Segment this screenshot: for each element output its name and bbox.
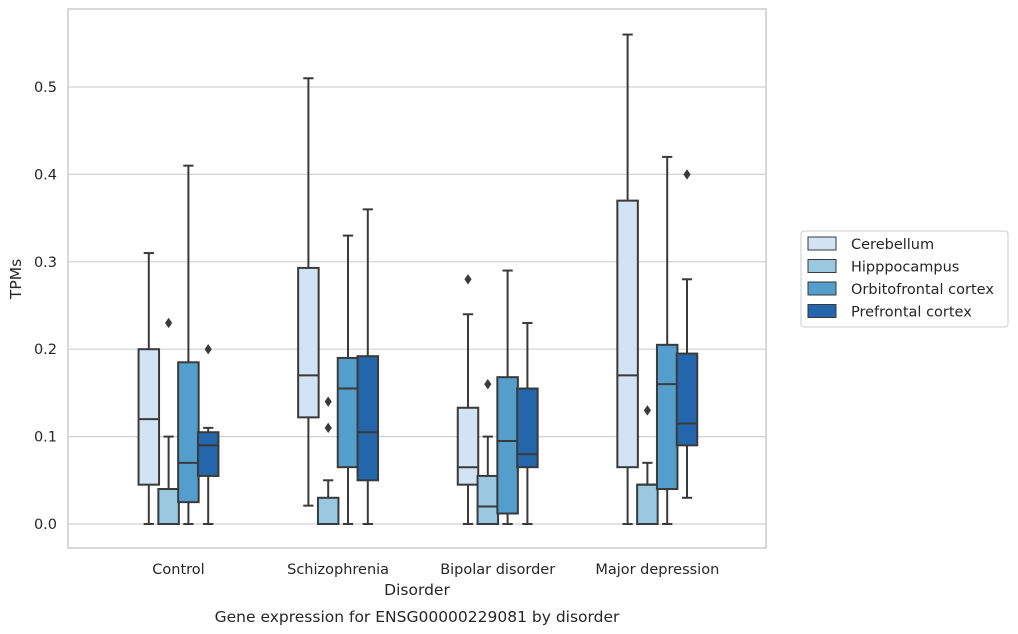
legend-swatch [807,281,837,296]
box-iqr [157,488,180,526]
box-iqr [137,348,161,486]
box-iqr [516,387,539,469]
box-iqr [616,199,639,469]
box-hipppocampus [476,378,500,525]
y-tick-labels: 0.0 0.1 0.2 0.3 0.4 0.5 [34,80,57,533]
x-tick-label: Major depression [595,562,719,578]
outlier-marker [643,405,651,416]
outlier-marker [484,378,492,390]
legend-label: Cerebellum [851,237,934,253]
legend: Cerebellum Hipppocampus Orbitofrontal cort… [800,230,1009,328]
box-cerebellum [616,33,639,525]
y-tick-label: 0.4 [34,167,57,183]
box-iqr [476,474,500,525]
x-tick-label: Schizophrenia [287,562,389,578]
legend-swatch [807,259,837,273]
legend-label: Hipppocampus [851,260,959,276]
legend-swatch [807,304,837,318]
box-iqr [196,431,220,477]
outlier-marker [324,396,332,407]
box-prefrontal-cortex [356,208,380,525]
x-tick-label: Bipolar disorder [440,562,555,578]
box-prefrontal-cortex [196,344,220,525]
box-iqr [456,406,480,486]
box-prefrontal-cortex [675,169,699,499]
box-iqr [297,266,320,419]
box-iqr [496,376,519,515]
legend-frame [800,230,1009,328]
y-tick-label: 0.1 [34,430,57,446]
box-groups [137,33,699,526]
outlier-marker [683,169,691,180]
outlier-marker [324,422,332,434]
box-iqr [336,356,360,469]
box-iqr [356,355,380,482]
figure-caption: Gene expression for ENSG00000229081 by d… [215,608,620,626]
box-orbitofrontal-cortex [336,234,360,525]
y-tick-label: 0.3 [34,255,57,271]
outlier-marker [464,274,472,285]
y-tick-label: 0.0 [34,517,57,533]
box-orbitofrontal-cortex [177,164,200,525]
legend-label: Orbitofrontal cortex [851,282,994,298]
y-tick-label: 0.2 [34,342,57,358]
x-axis-label: Disorder [384,581,450,599]
box-hipppocampus [316,396,340,525]
plot-frame [67,8,767,549]
y-axis-label: TPMs [7,259,25,300]
box-hipppocampus [157,317,180,526]
box-cerebellum [137,252,161,525]
outlier-marker [204,344,212,355]
box-iqr [675,352,699,447]
box-iqr [177,361,200,504]
box-orbitofrontal-cortex [496,269,519,525]
legend-label: Prefrontal cortex [851,305,972,321]
box-orbitofrontal-cortex [655,155,679,525]
box-iqr [636,483,659,526]
box-cerebellum [297,77,320,507]
legend-swatch [807,236,837,251]
x-tick-labels: Control Schizophrenia Bipolar disorder Majo… [152,562,719,578]
box-iqr [316,496,340,525]
box-prefrontal-cortex [516,321,539,525]
box-cerebellum [456,274,480,525]
outlier-marker [165,317,173,329]
box-hipppocampus [636,405,659,526]
box-iqr [655,343,679,491]
y-tick-label: 0.5 [34,80,57,96]
x-tick-label: Control [152,562,204,578]
